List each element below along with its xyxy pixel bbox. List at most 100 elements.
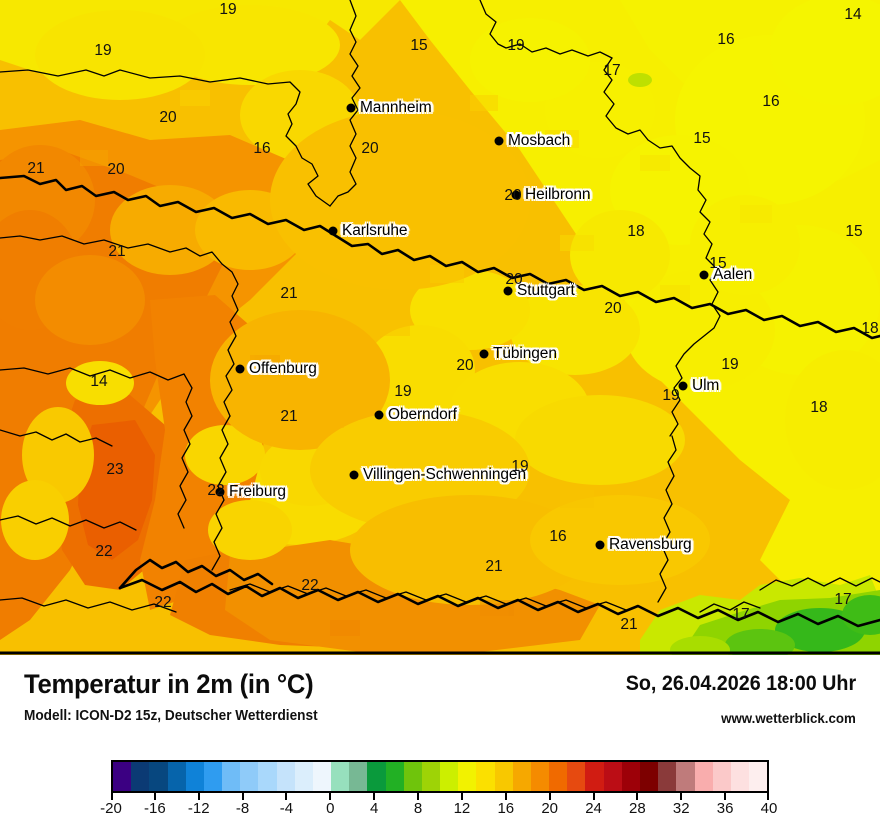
colorbar-tick-labels: -20 -16 -12 -8 -4 0 4 8 12 16 20 24 28 32 36 40 bbox=[100, 800, 777, 822]
colorbar-swatch bbox=[185, 762, 204, 791]
city-dot[interactable] bbox=[511, 190, 521, 200]
temperature-value: 20 bbox=[159, 109, 177, 126]
colorbar-swatch bbox=[440, 762, 459, 791]
colorbar-tick-label: 20 bbox=[541, 800, 558, 817]
page-title: Temperatur in 2m (in °C) bbox=[24, 669, 314, 699]
colorbar-tick-label: -20 bbox=[100, 800, 122, 817]
valid-datetime: So, 26.04.2026 18:00 Uhr bbox=[625, 672, 856, 695]
colorbar-swatch bbox=[621, 762, 640, 791]
colorbar-swatch bbox=[694, 762, 713, 791]
temperature-value: 20 bbox=[504, 187, 522, 204]
colorbar-tick-label: 28 bbox=[629, 800, 646, 817]
colorbar-swatch bbox=[367, 762, 386, 791]
temperature-value: 22 bbox=[301, 577, 319, 594]
colorbar-swatch bbox=[712, 762, 731, 791]
temperature-value: 19 bbox=[94, 42, 112, 59]
colorbar-tick-label: 24 bbox=[585, 800, 602, 817]
temperature-map[interactable]: Mannheim Mosbach Heilbronn Karlsruhe Stuttga… bbox=[0, 0, 880, 655]
colorbar-swatch bbox=[294, 762, 313, 791]
colorbar-swatch bbox=[549, 762, 568, 791]
colorbar-swatch bbox=[331, 762, 350, 791]
temperature-value: 20 bbox=[456, 357, 474, 374]
temperature-value: 19 bbox=[511, 458, 529, 475]
city-dot[interactable] bbox=[699, 270, 709, 280]
colorbar-tick bbox=[592, 793, 595, 800]
colorbar-swatch bbox=[494, 762, 513, 791]
colorbar-swatch bbox=[676, 762, 695, 791]
colorbar: -20 -16 -12 -8 -4 0 4 8 12 16 20 24 28 32 36 40 bbox=[0, 760, 880, 830]
temperature-value: 21 bbox=[485, 558, 503, 575]
temperature-value: 18 bbox=[861, 320, 879, 337]
temperature-value: 14 bbox=[844, 6, 862, 23]
colorbar-swatch bbox=[603, 762, 622, 791]
colorbar-tick bbox=[197, 793, 200, 800]
temperature-value: 15 bbox=[693, 130, 711, 147]
website-url: www.wetterblick.com bbox=[721, 710, 856, 726]
temperature-value: 23 bbox=[106, 461, 124, 478]
city-dot[interactable] bbox=[235, 364, 245, 374]
city-dot[interactable] bbox=[374, 410, 384, 420]
city-label: Mannheim bbox=[360, 99, 432, 116]
temperature-value: 19 bbox=[507, 37, 525, 54]
colorbar-swatch bbox=[585, 762, 604, 791]
colorbar-swatch bbox=[276, 762, 295, 791]
colorbar-tick-label: 32 bbox=[672, 800, 690, 817]
temperature-value: 21 bbox=[280, 408, 298, 425]
city-dot[interactable] bbox=[503, 286, 513, 296]
colorbar-tick bbox=[504, 793, 507, 800]
colorbar-tick-label: -16 bbox=[144, 800, 166, 817]
temperature-value: 21 bbox=[620, 616, 638, 633]
colorbar-swatch bbox=[131, 762, 150, 791]
colorbar-swatch bbox=[749, 762, 768, 791]
colorbar-swatch bbox=[222, 762, 241, 791]
city-dot[interactable] bbox=[595, 540, 605, 550]
temperature-value: 16 bbox=[549, 528, 567, 545]
city-label: Ulm bbox=[692, 377, 720, 394]
city-label: Ravensburg bbox=[609, 536, 692, 553]
temperature-value: 20 bbox=[505, 271, 523, 288]
colorbar-ticks bbox=[111, 793, 769, 800]
colorbar-swatch bbox=[203, 762, 223, 791]
colorbar-tick bbox=[111, 793, 113, 800]
colorbar-tick bbox=[548, 793, 551, 800]
colorbar-swatch bbox=[312, 762, 332, 791]
temperature-value: 19 bbox=[662, 387, 680, 404]
temperature-value: 14 bbox=[90, 373, 108, 390]
colorbar-tick bbox=[329, 793, 332, 800]
colorbar-swatch bbox=[403, 762, 422, 791]
colorbar-tick bbox=[241, 793, 244, 800]
colorbar-swatch bbox=[476, 762, 495, 791]
colorbar-tick bbox=[153, 793, 156, 800]
temperature-value: 18 bbox=[810, 399, 828, 416]
colorbar-tick bbox=[724, 793, 727, 800]
city-dot[interactable] bbox=[494, 136, 504, 146]
city-dot[interactable] bbox=[346, 103, 356, 113]
colorbar-swatch bbox=[349, 762, 368, 791]
temperature-value: 19 bbox=[721, 356, 739, 373]
colorbar-swatch bbox=[567, 762, 586, 791]
city-label: Stuttgart bbox=[517, 282, 575, 299]
colorbar-tick-label: 36 bbox=[716, 800, 734, 817]
colorbar-tick-label: -4 bbox=[279, 800, 294, 817]
colorbar-tick bbox=[285, 793, 288, 800]
colorbar-tick bbox=[417, 793, 420, 800]
map-footer: Temperatur in 2m (in °C) Modell: ICON-D2… bbox=[0, 655, 880, 755]
temperature-value: 19 bbox=[219, 1, 237, 18]
colorbar-swatch bbox=[149, 762, 168, 791]
temperature-value: 22 bbox=[207, 482, 225, 499]
colorbar-tick-label: -8 bbox=[235, 800, 250, 817]
city-dot[interactable] bbox=[349, 470, 359, 480]
colorbar-tick bbox=[680, 793, 683, 800]
temperature-value: 18 bbox=[627, 223, 645, 240]
city-dot[interactable] bbox=[215, 487, 225, 497]
city-label: Oberndorf bbox=[388, 406, 457, 423]
colorbar-tick-label: 12 bbox=[453, 800, 471, 817]
colorbar-tick bbox=[373, 793, 376, 800]
city-dot[interactable] bbox=[479, 349, 489, 359]
colorbar-swatch bbox=[730, 762, 750, 791]
city-dot[interactable] bbox=[678, 381, 688, 391]
temperature-value: 15 bbox=[709, 255, 727, 272]
city-dot[interactable] bbox=[328, 226, 338, 236]
colorbar-swatch bbox=[512, 762, 531, 791]
